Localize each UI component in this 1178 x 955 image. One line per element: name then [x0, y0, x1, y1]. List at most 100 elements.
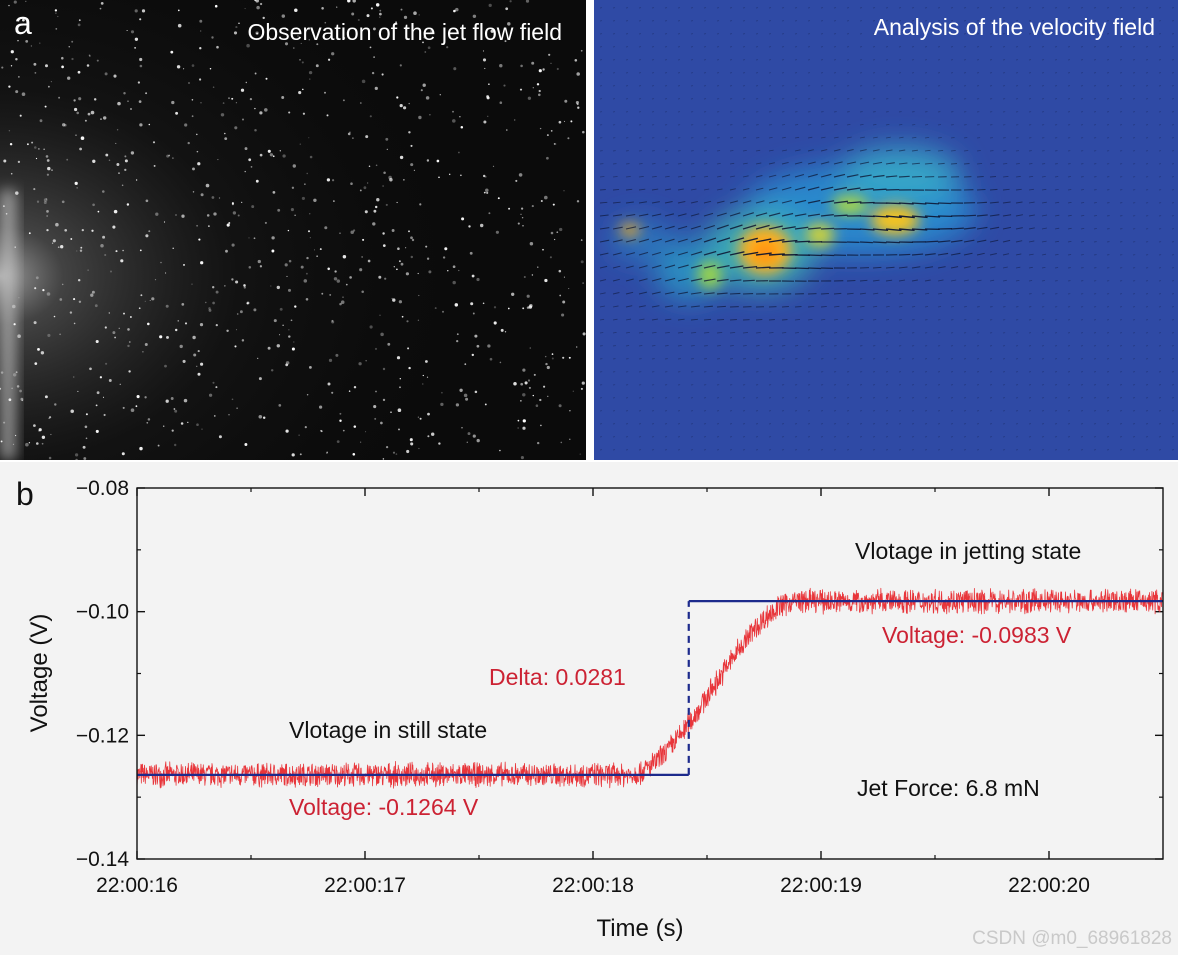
- particle: [504, 40, 507, 43]
- particle: [482, 174, 486, 178]
- particle: [271, 236, 275, 240]
- particle: [19, 114, 22, 117]
- particle: [177, 9, 180, 12]
- particle: [495, 230, 499, 234]
- velocity-arrow: [625, 252, 636, 256]
- velocity-arrow: [924, 162, 933, 165]
- particle: [458, 269, 460, 272]
- velocity-arrow: [807, 227, 821, 230]
- particle: [409, 438, 413, 442]
- particle: [43, 201, 47, 205]
- particle: [476, 277, 480, 282]
- velocity-arrow: [846, 292, 854, 295]
- particle: [490, 29, 494, 33]
- particle: [560, 441, 563, 444]
- velocity-arrow: [690, 251, 703, 256]
- velocity-arrow: [885, 306, 890, 308]
- particle: [400, 262, 404, 266]
- particle: [357, 18, 360, 22]
- velocity-arrow: [989, 201, 999, 204]
- particle: [306, 172, 308, 175]
- particle: [228, 413, 230, 416]
- velocity-arrow: [664, 175, 670, 178]
- velocity-arrow: [1002, 201, 1011, 204]
- velocity-arrow: [794, 136, 800, 139]
- velocity-arrow: [937, 240, 951, 243]
- particle: [544, 278, 548, 283]
- particle: [121, 452, 125, 456]
- particle: [420, 89, 423, 92]
- particle: [10, 50, 14, 54]
- velocity-arrow: [1002, 279, 1007, 282]
- particle: [105, 362, 108, 365]
- velocity-arrow: [755, 175, 763, 178]
- particle: [25, 442, 29, 447]
- particle: [91, 229, 94, 232]
- particle: [191, 99, 194, 101]
- velocity-arrow: [872, 136, 878, 139]
- particle: [342, 296, 344, 298]
- velocity-arrow: [677, 163, 682, 165]
- particle: [466, 441, 468, 443]
- particle: [331, 179, 335, 182]
- particle: [352, 137, 354, 139]
- velocity-arrow: [898, 319, 902, 321]
- particle: [22, 18, 25, 22]
- velocity-arrow: [833, 124, 838, 126]
- particle: [531, 61, 535, 65]
- particle: [319, 248, 322, 251]
- particle: [484, 67, 486, 70]
- particle: [395, 21, 398, 24]
- particle: [359, 189, 362, 192]
- particle: [397, 247, 400, 250]
- particle: [419, 203, 422, 206]
- particle: [44, 395, 48, 399]
- velocity-arrow: [898, 136, 904, 139]
- velocity-arrow: [937, 252, 949, 256]
- velocity-arrow: [1015, 240, 1023, 243]
- particle: [327, 382, 331, 386]
- particle: [382, 458, 385, 460]
- velocity-arrow: [703, 292, 715, 295]
- particle: [291, 453, 295, 457]
- velocity-arrow: [950, 163, 958, 165]
- velocity-arrow: [872, 161, 883, 165]
- particle: [324, 21, 327, 24]
- particle: [80, 246, 83, 249]
- particle: [448, 173, 451, 176]
- particle: [459, 116, 461, 118]
- velocity-arrow: [846, 174, 859, 178]
- particle: [474, 390, 478, 394]
- particle: [259, 265, 263, 268]
- velocity-arrow: [729, 265, 744, 269]
- particle: [192, 191, 195, 193]
- particle: [482, 302, 485, 305]
- particle: [499, 361, 502, 364]
- particle: [267, 149, 271, 153]
- velocity-arrow: [911, 136, 917, 139]
- particle: [115, 250, 118, 253]
- particle: [45, 155, 49, 158]
- particle: [123, 312, 125, 315]
- particle: [306, 394, 309, 396]
- particle: [328, 358, 333, 363]
- velocity-arrow: [625, 278, 634, 282]
- velocity-arrow: [963, 227, 976, 230]
- particle: [196, 365, 198, 367]
- particle: [408, 366, 411, 370]
- velocity-arrow: [664, 305, 674, 308]
- particle: [267, 346, 271, 350]
- velocity-arrow: [1041, 188, 1047, 191]
- velocity-arrow: [1028, 175, 1034, 178]
- particle: [281, 14, 286, 18]
- particle: [38, 430, 40, 432]
- particle: [138, 307, 141, 310]
- particle: [212, 86, 215, 88]
- velocity-arrow: [976, 293, 981, 295]
- particle: [472, 434, 476, 438]
- particle: [213, 212, 217, 216]
- velocity-arrow: [989, 226, 1000, 230]
- velocity-arrow: [807, 136, 813, 139]
- velocity-arrow: [989, 279, 995, 282]
- particle: [128, 370, 131, 373]
